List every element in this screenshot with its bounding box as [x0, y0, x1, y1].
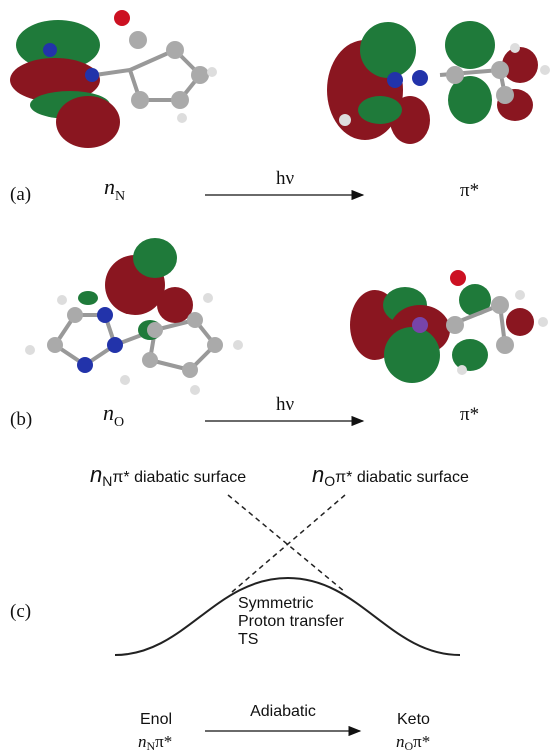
symbol: n	[90, 462, 102, 487]
subscript: O	[405, 739, 414, 751]
orbital-label: π*	[460, 180, 479, 201]
surface-text: π* diabatic surface	[335, 469, 469, 486]
ts-label: Proton transfer	[238, 613, 345, 630]
symbol: n	[103, 400, 114, 425]
symbol: n	[104, 174, 115, 199]
state-label: Enol	[140, 711, 172, 728]
subscript: O	[324, 473, 335, 489]
state-orbital: nOπ*	[396, 732, 430, 751]
suffix: π*	[413, 732, 430, 751]
suffix: π*	[155, 732, 172, 751]
figure: (a) nN hν π* (b) nO hν π* nNπ* diabatic …	[0, 0, 554, 751]
surface-label: nNπ* diabatic surface	[90, 462, 246, 489]
subscript: N	[115, 189, 125, 204]
panel-label: (b)	[10, 409, 32, 430]
ts-label: TS	[238, 631, 258, 648]
orbital-image	[327, 21, 550, 144]
orbital-image	[25, 238, 243, 395]
symbol: n	[138, 732, 147, 751]
orbital-label: nN	[104, 174, 125, 204]
subscript: N	[102, 473, 112, 489]
orbital-image	[350, 270, 548, 383]
subscript: O	[114, 415, 124, 430]
symbol: n	[396, 732, 405, 751]
panel-label: (c)	[10, 601, 31, 622]
orbital-label: nO	[103, 400, 124, 430]
ts-label: Symmetric	[238, 595, 314, 612]
orbital-image	[10, 10, 217, 148]
subscript: N	[147, 739, 156, 751]
orbital-label: π*	[460, 404, 479, 425]
surface-label: nOπ* diabatic surface	[312, 462, 469, 489]
arrow-label: Adiabatic	[250, 703, 316, 720]
state-label: Keto	[397, 711, 430, 728]
arrow-label: hν	[276, 394, 295, 415]
state-orbital: nNπ*	[138, 732, 172, 751]
surface-text: π* diabatic surface	[112, 469, 246, 486]
arrow-label: hν	[276, 168, 295, 189]
symbol: n	[312, 462, 324, 487]
panel-label: (a)	[10, 184, 31, 205]
